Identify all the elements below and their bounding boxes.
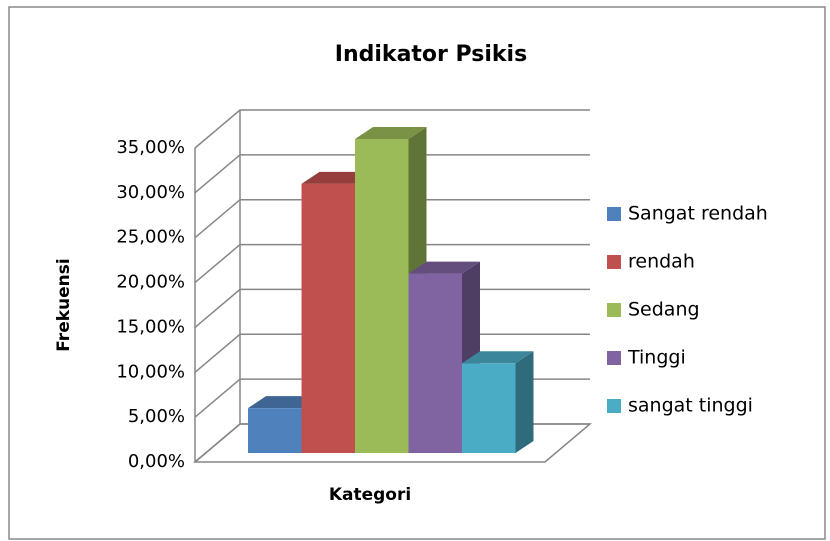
bar-front — [301, 183, 355, 453]
bar-top — [355, 127, 427, 139]
bar — [408, 261, 480, 453]
y-tick-label: 15,00% — [116, 316, 185, 337]
legend-swatch — [607, 303, 621, 317]
legend-swatch — [607, 255, 621, 269]
legend-label: Sedang — [628, 299, 700, 321]
floor — [192, 423, 593, 463]
legend-swatch — [607, 207, 621, 221]
legend-swatch — [607, 399, 621, 413]
bar-front — [408, 273, 462, 453]
bar-side — [515, 351, 534, 453]
bar-front — [248, 408, 302, 453]
chart-title: Indikator Psikis — [335, 42, 527, 67]
y-tick-label: 0,00% — [128, 451, 185, 472]
bar-front — [355, 139, 409, 453]
y-tick-label: 5,00% — [128, 406, 185, 427]
y-tick-label: 10,00% — [116, 361, 185, 382]
y-tick-label: 25,00% — [116, 227, 185, 248]
legend-label: sangat tinggi — [628, 395, 753, 417]
bar-top — [462, 351, 534, 364]
legend-label: Sangat rendah — [628, 203, 768, 225]
bar — [462, 351, 534, 453]
y-tick-label: 30,00% — [116, 182, 185, 203]
bar-front — [462, 363, 516, 453]
bar-top — [408, 261, 480, 274]
legend-label: Tinggi — [627, 347, 686, 369]
y-tick-label: 35,00% — [116, 137, 185, 158]
y-tick-label: 20,00% — [116, 272, 185, 293]
legend-label: rendah — [628, 251, 695, 273]
y-axis-label: Frekuensi — [54, 258, 74, 351]
legend-swatch — [607, 351, 621, 365]
x-axis-label: Kategori — [329, 485, 411, 505]
